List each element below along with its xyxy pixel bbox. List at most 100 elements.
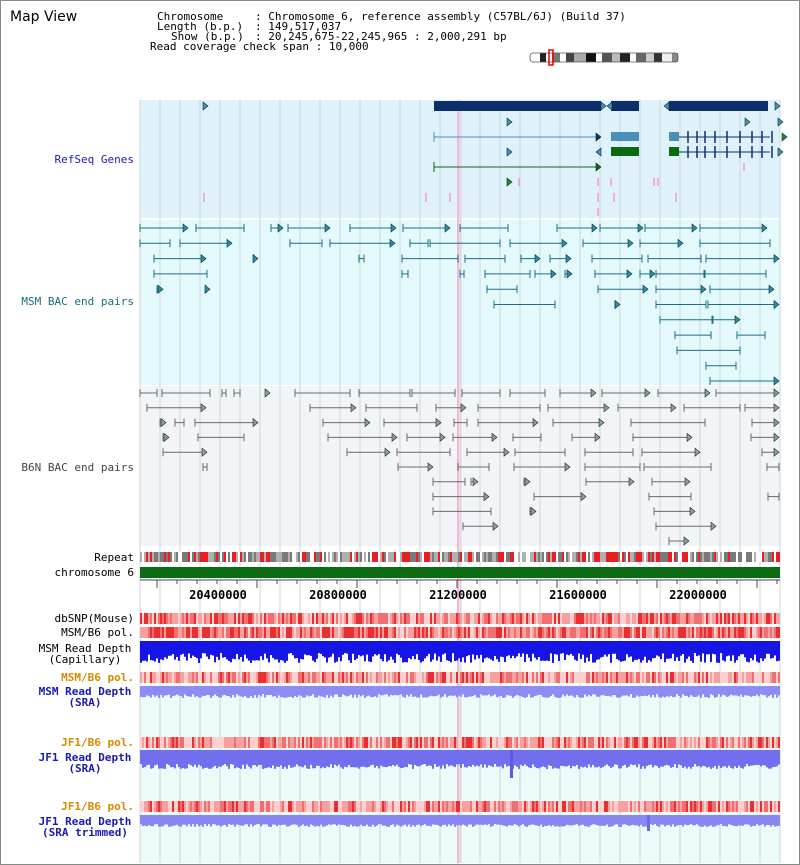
heat-cell xyxy=(184,801,186,812)
depth-bar xyxy=(770,641,772,659)
heat-cell xyxy=(166,613,168,624)
depth-bar xyxy=(718,641,720,663)
depth-bar xyxy=(396,750,398,765)
track-label-dbsnp[interactable]: dbSNP(Mouse) xyxy=(54,612,134,625)
track-label-msm-bac[interactable]: MSM BAC end pairs xyxy=(21,295,134,308)
jf1-depth-trim-line2: (SRA trimmed) xyxy=(41,826,129,839)
depth-bar xyxy=(322,750,324,768)
heat-cell xyxy=(152,737,154,748)
depth-bar xyxy=(520,750,522,765)
msm-bac-pair-arrow xyxy=(626,269,633,279)
track-label-msm-b6-pol-1[interactable]: MSM/B6 pol. xyxy=(61,626,134,639)
track-label-jf1-depth-trimmed[interactable]: JF1 Read Depth (SRA trimmed) xyxy=(30,816,140,838)
depth-bar xyxy=(526,686,528,698)
heat-cell xyxy=(760,737,762,748)
heat-cell xyxy=(472,801,474,812)
heat-cell xyxy=(762,627,764,638)
heat-cell xyxy=(172,627,174,638)
heat-cell xyxy=(590,613,592,624)
heat-cell xyxy=(756,801,758,812)
heat-cell xyxy=(366,613,368,624)
depth-bar xyxy=(408,686,410,697)
heat-cell xyxy=(426,627,428,638)
heat-cell xyxy=(510,737,512,748)
heat-cell xyxy=(670,672,672,683)
depth-bar xyxy=(534,641,536,658)
depth-bar xyxy=(486,641,488,658)
depth-bar xyxy=(444,641,446,654)
track-label-repeat[interactable]: Repeat xyxy=(94,551,134,564)
repeat-cell xyxy=(666,552,668,562)
depth-bar xyxy=(490,750,492,767)
track-label-jf1-b6-pol-1[interactable]: JF1/B6 pol. xyxy=(61,736,134,749)
repeat-cell xyxy=(322,552,324,562)
heat-cell xyxy=(752,801,754,812)
gene-arrow xyxy=(202,101,209,111)
depth-bar xyxy=(776,686,778,698)
heat-cell xyxy=(704,737,706,748)
depth-bar xyxy=(180,686,182,697)
heat-cell xyxy=(778,801,780,812)
depth-bar xyxy=(562,641,564,654)
depth-bar xyxy=(544,750,546,768)
depth-bar xyxy=(414,641,416,660)
heat-cell xyxy=(338,672,340,683)
heat-cell xyxy=(416,737,418,748)
heat-cell xyxy=(478,613,480,624)
heat-cell xyxy=(308,737,310,748)
heat-cell xyxy=(716,801,718,812)
heat-cell xyxy=(484,801,486,812)
heat-cell xyxy=(674,613,676,624)
heat-cell xyxy=(622,801,624,812)
heat-cell xyxy=(304,737,306,748)
heat-cell xyxy=(402,737,404,748)
heat-cell xyxy=(248,801,250,812)
heat-cell xyxy=(694,627,696,638)
heat-cell xyxy=(736,613,738,624)
heat-cell xyxy=(256,737,258,748)
heat-cell xyxy=(144,737,146,748)
heat-cell xyxy=(190,801,192,812)
heat-cell xyxy=(442,613,444,624)
repeat-cell xyxy=(710,552,712,562)
heat-cell xyxy=(672,672,674,683)
repeat-cell xyxy=(752,552,754,562)
depth-bar xyxy=(480,750,482,765)
track-label-b6n-bac[interactable]: B6N BAC end pairs xyxy=(21,461,134,474)
track-label-msm-depth-sra[interactable]: MSM Read Depth (SRA) xyxy=(30,686,140,708)
heat-cell xyxy=(458,627,460,638)
heat-cell xyxy=(748,801,750,812)
depth-bar xyxy=(438,750,440,767)
depth-bar xyxy=(510,641,512,659)
depth-bar xyxy=(396,641,398,654)
repeat-cell xyxy=(550,552,552,562)
heat-cell xyxy=(466,672,468,683)
depth-bar xyxy=(140,686,142,697)
heat-cell xyxy=(160,801,162,812)
dbsnp-track xyxy=(140,613,780,624)
track-label-msm-depth-capillary[interactable]: MSM Read Depth (Capillary) xyxy=(30,643,140,665)
heat-cell xyxy=(710,672,712,683)
track-label-jf1-b6-pol-2[interactable]: JF1/B6 pol. xyxy=(61,800,134,813)
heat-cell xyxy=(314,613,316,624)
heat-cell xyxy=(748,613,750,624)
repeat-cell xyxy=(250,552,252,562)
track-label-jf1-depth-sra[interactable]: JF1 Read Depth (SRA) xyxy=(30,752,140,774)
depth-bar xyxy=(238,815,240,825)
heat-cell xyxy=(264,613,266,624)
depth-bar xyxy=(332,641,334,654)
heat-cell xyxy=(758,613,760,624)
track-label-refseq-genes[interactable]: RefSeq Genes xyxy=(54,153,134,166)
track-label-chromosome[interactable]: chromosome 6 xyxy=(54,566,134,579)
repeat-cell xyxy=(566,552,568,562)
heat-cell xyxy=(170,672,172,683)
depth-bar xyxy=(696,750,698,767)
depth-bar xyxy=(468,750,470,766)
heat-cell xyxy=(476,613,478,624)
depth-bar xyxy=(570,750,572,769)
strand-arrow xyxy=(777,147,784,157)
heat-cell xyxy=(468,801,470,812)
heat-cell xyxy=(588,672,590,683)
track-label-msm-b6-pol-2[interactable]: MSM/B6 pol. xyxy=(61,671,134,684)
